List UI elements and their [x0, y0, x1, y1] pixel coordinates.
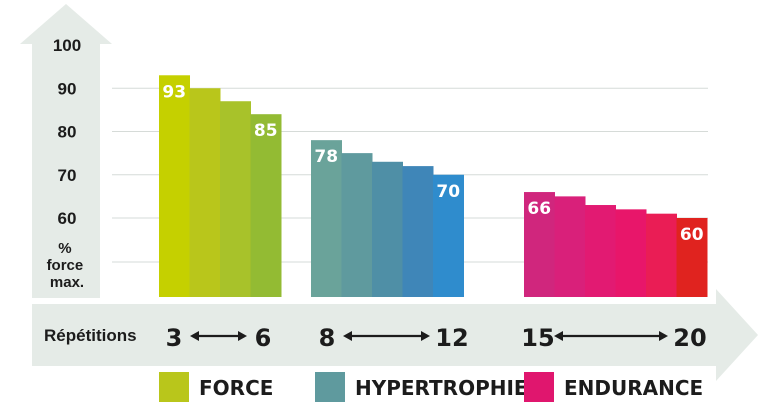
bar: [159, 75, 190, 298]
bar: [433, 174, 464, 297]
bar: [676, 218, 708, 297]
repetition-ranges: 3 6 8 12 15 20: [166, 324, 707, 352]
data-label: 85: [254, 121, 278, 141]
y-axis-label-line: force: [47, 257, 84, 274]
y-tick-label: 100: [53, 36, 81, 55]
rep-start: 3: [166, 324, 183, 352]
bar: [250, 114, 282, 297]
data-label: 93: [162, 82, 186, 102]
rep-end: 20: [673, 324, 706, 352]
y-tick-label: 90: [58, 79, 77, 98]
bar: [585, 205, 616, 297]
y-axis-label-line: %: [58, 240, 71, 257]
bar: [372, 161, 403, 297]
legend-swatch: [159, 372, 189, 402]
y-tick-label: 70: [58, 166, 77, 185]
bar: [524, 192, 555, 297]
legend-label: HYPERTROPHIE: [355, 376, 528, 400]
bar: [402, 166, 434, 297]
legend: FORCE HYPERTROPHIE ENDURANCE: [159, 372, 703, 402]
legend-label: ENDURANCE: [564, 376, 703, 400]
x-axis-label: Répétitions: [44, 326, 137, 345]
y-tick-label: 60: [58, 209, 77, 228]
rep-start: 15: [521, 324, 554, 352]
data-label: 78: [314, 147, 338, 167]
range-arrowhead: [421, 331, 430, 341]
range-arrowhead: [659, 331, 668, 341]
bar: [189, 88, 221, 297]
bar: [646, 213, 677, 297]
rep-end: 6: [255, 324, 272, 352]
bar: [220, 101, 251, 297]
range-arrowhead: [343, 331, 352, 341]
range-arrowhead: [238, 331, 247, 341]
legend-swatch: [315, 372, 345, 402]
bars: 93 85 78 70 66 60: [159, 75, 708, 298]
rep-start: 8: [319, 324, 336, 352]
legend-label: FORCE: [199, 376, 273, 400]
legend-swatch: [524, 372, 554, 402]
data-label: 70: [436, 182, 460, 202]
bar: [311, 140, 342, 297]
bar: [554, 196, 586, 297]
y-axis-label: % force max.: [47, 240, 88, 291]
range-arrowhead: [190, 331, 199, 341]
range-arrowhead: [554, 331, 563, 341]
y-tick-label: 80: [58, 123, 77, 142]
bar: [341, 153, 373, 297]
data-label: 60: [680, 225, 704, 245]
data-label: 66: [527, 199, 551, 219]
y-axis-label-line: max.: [50, 274, 84, 291]
y-axis-arrow: [20, 4, 112, 298]
y-tick-labels: 100 90 80 70 60: [53, 36, 81, 228]
bar: [615, 209, 647, 297]
rep-end: 12: [435, 324, 468, 352]
